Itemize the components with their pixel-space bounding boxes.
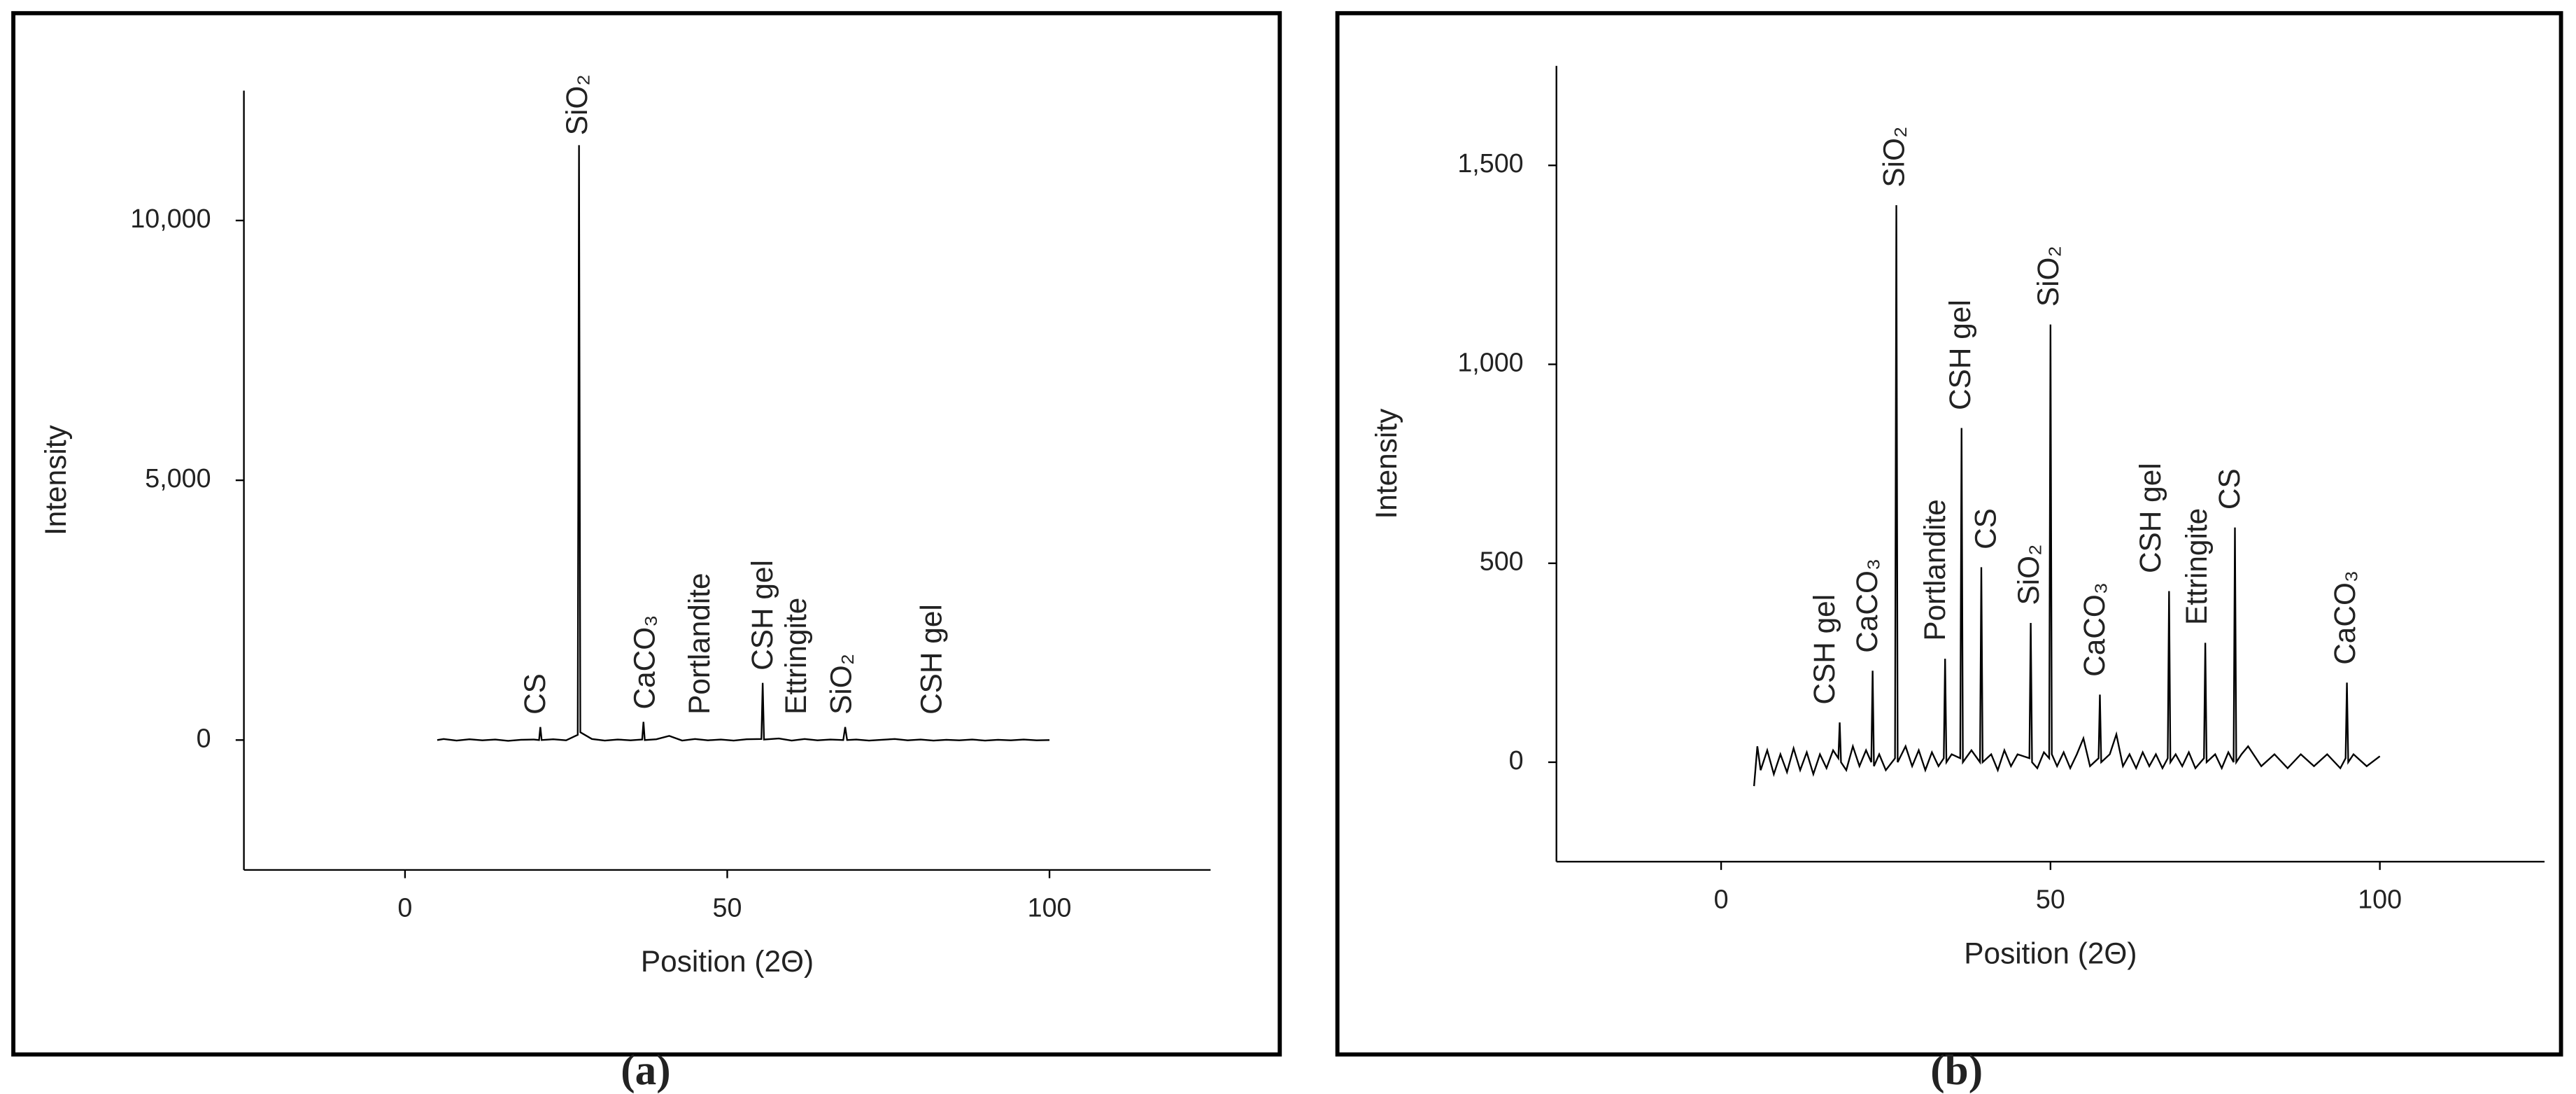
peak-label: CSH gel <box>914 604 947 715</box>
peak-label: CS <box>1969 508 2002 549</box>
y-tick-label: 5,000 <box>145 463 211 493</box>
x-tick-label: 100 <box>2358 885 2402 914</box>
peak-label: SiO₂ <box>824 654 857 715</box>
peak-label: SiO₂ <box>2032 246 2065 307</box>
peak-label: SiO₂ <box>2012 544 2045 605</box>
x-tick-label: 50 <box>2036 885 2065 914</box>
peak-label: Portlandite <box>683 573 716 715</box>
y-axis-label: Intensity <box>39 424 72 535</box>
panel-caption: (b) <box>1930 1046 1983 1094</box>
panel-caption: (a) <box>621 1046 670 1094</box>
peak-label: SiO₂ <box>1878 127 1911 188</box>
peak-label: CS <box>2213 468 2246 510</box>
y-tick-label: 0 <box>1509 745 1524 775</box>
peak-label: CSH gel <box>2134 463 2167 573</box>
y-tick-label: 1,000 <box>1457 347 1523 377</box>
peak-label: CSH gel <box>1808 594 1841 705</box>
y-tick-label: 0 <box>197 723 211 752</box>
x-tick-label: 0 <box>1714 885 1729 914</box>
x-tick-label: 0 <box>397 892 412 922</box>
peak-label: Ettringite <box>2180 508 2213 625</box>
peak-label: CaCO₃ <box>2328 570 2361 665</box>
xrd-line <box>437 145 1050 742</box>
peak-label: CaCO₃ <box>628 615 661 710</box>
peak-label: CaCO₃ <box>2078 582 2111 677</box>
panel-frame <box>1335 10 2563 1057</box>
y-tick-label: 10,000 <box>130 204 211 233</box>
peak-label: Portlandite <box>1918 499 1951 641</box>
xrd-line <box>1753 205 2381 787</box>
panel-frame <box>11 10 1282 1057</box>
x-tick-label: 50 <box>713 892 742 922</box>
peak-label: CS <box>518 673 551 715</box>
peak-label: CSH gel <box>1944 300 1976 410</box>
y-tick-label: 1,500 <box>1457 148 1523 178</box>
x-axis-label: Position (2Θ) <box>1964 937 2137 969</box>
peak-label: CaCO₃ <box>1850 559 1883 653</box>
peak-label: Ettringite <box>779 598 812 715</box>
peak-label: CSH gel <box>746 560 779 671</box>
y-tick-label: 500 <box>1480 547 1524 576</box>
y-axis-label: Intensity <box>1370 408 1403 519</box>
x-axis-label: Position (2Θ) <box>641 945 814 978</box>
x-tick-label: 100 <box>1028 892 1072 922</box>
peak-label: SiO₂ <box>560 74 593 135</box>
